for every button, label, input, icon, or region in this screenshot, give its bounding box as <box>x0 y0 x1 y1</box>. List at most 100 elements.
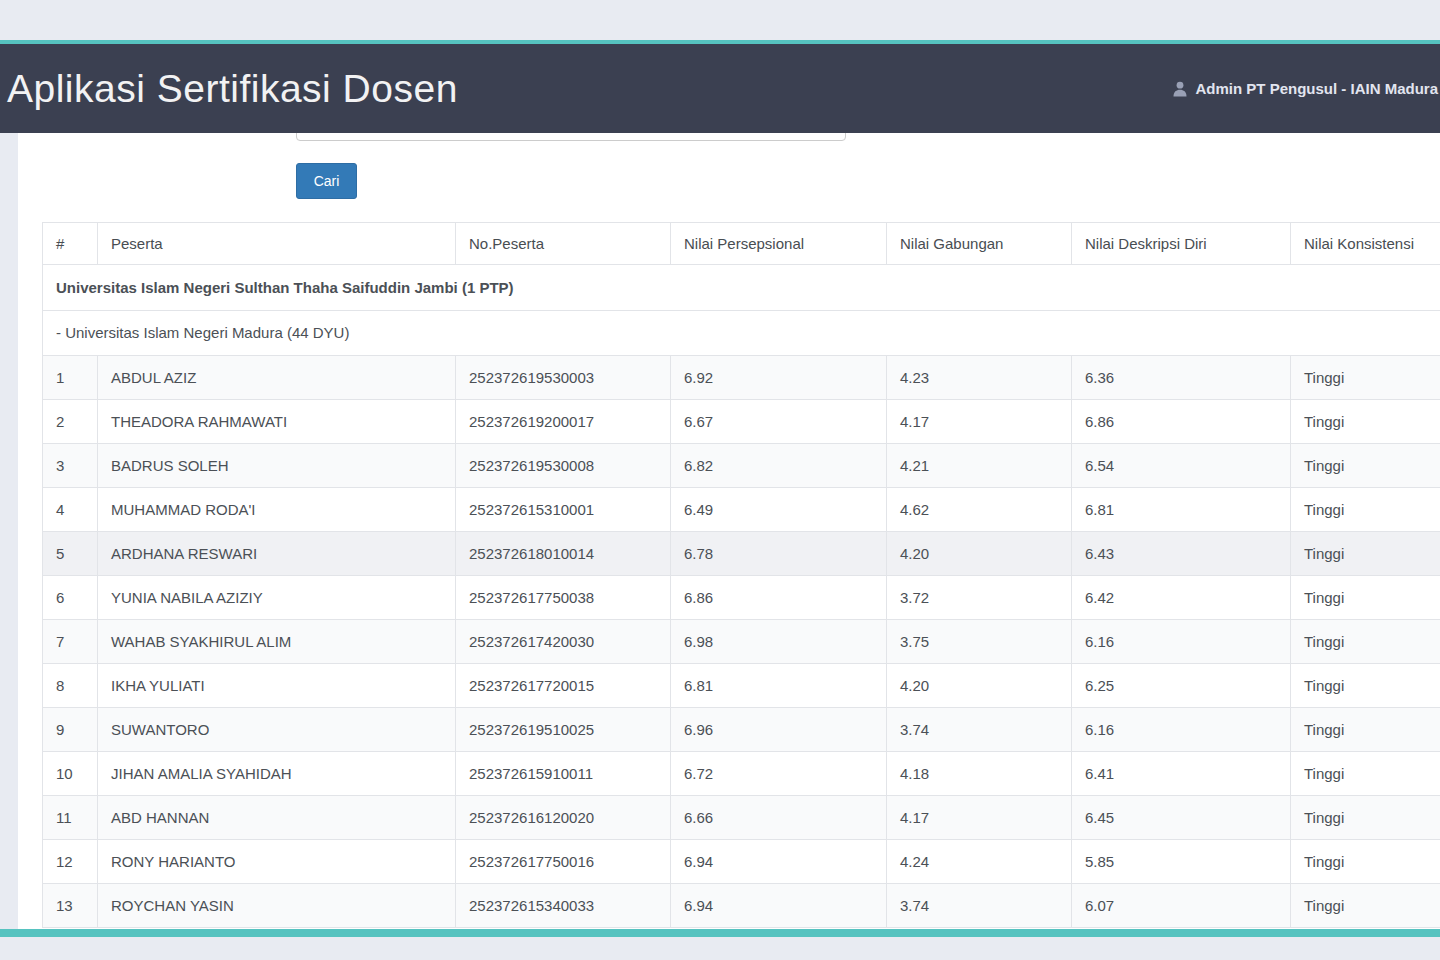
cell-nilai-deskripsi-diri: 6.54 <box>1072 444 1291 488</box>
cell-nilai-konsistensi: Tinggi <box>1291 576 1440 620</box>
cell-peserta: SUWANTORO <box>98 708 456 752</box>
cell-nilai-persepsional: 6.78 <box>671 532 887 576</box>
table-row: 2THEADORA RAHMAWATI2523726192000176.674.… <box>43 400 1440 444</box>
group-header-label: Universitas Islam Negeri Sulthan Thaha S… <box>43 265 1440 311</box>
cell-peserta: RONY HARIANTO <box>98 840 456 884</box>
group-header-row: Universitas Islam Negeri Sulthan Thaha S… <box>43 265 1440 311</box>
cell-nilai-deskripsi-diri: 6.81 <box>1072 488 1291 532</box>
user-menu[interactable]: Admin PT Pengusul - IAIN Madura <box>1173 80 1440 97</box>
cell-nilai-persepsional: 6.98 <box>671 620 887 664</box>
cari-button[interactable]: Cari <box>296 163 357 199</box>
cell-no-peserta: 252372617750016 <box>456 840 671 884</box>
cell-nilai-konsistensi: Tinggi <box>1291 356 1440 400</box>
cell-peserta: ARDHANA RESWARI <box>98 532 456 576</box>
cell-peserta: WAHAB SYAKHIRUL ALIM <box>98 620 456 664</box>
table-row: 5ARDHANA RESWARI2523726180100146.784.206… <box>43 532 1440 576</box>
subgroup-header-label: - Universitas Islam Negeri Madura (44 DY… <box>43 311 1440 356</box>
app-title: Aplikasi Sertifikasi Dosen <box>0 67 458 111</box>
column-header: No.Peserta <box>456 223 671 265</box>
table-row: 13ROYCHAN YASIN2523726153400336.943.746.… <box>43 884 1440 928</box>
cell-nilai-gabungan: 3.75 <box>887 620 1072 664</box>
cell-nilai-konsistensi: Tinggi <box>1291 664 1440 708</box>
column-header: # <box>43 223 98 265</box>
results-table: #PesertaNo.PesertaNilai PersepsionalNila… <box>42 222 1440 928</box>
cell-no: 1 <box>43 356 98 400</box>
cell-nilai-persepsional: 6.92 <box>671 356 887 400</box>
cell-nilai-gabungan: 4.24 <box>887 840 1072 884</box>
cell-nilai-persepsional: 6.67 <box>671 400 887 444</box>
cell-nilai-deskripsi-diri: 6.36 <box>1072 356 1291 400</box>
cell-no-peserta: 252372615910011 <box>456 752 671 796</box>
cell-nilai-gabungan: 4.17 <box>887 796 1072 840</box>
cell-peserta: MUHAMMAD RODA'I <box>98 488 456 532</box>
table-row: 6YUNIA NABILA AZIZIY2523726177500386.863… <box>43 576 1440 620</box>
table-row: 12RONY HARIANTO2523726177500166.944.245.… <box>43 840 1440 884</box>
column-header: Peserta <box>98 223 456 265</box>
column-header: Nilai Deskripsi Diri <box>1072 223 1291 265</box>
person-icon <box>1173 81 1187 97</box>
cell-no-peserta: 252372616120020 <box>456 796 671 840</box>
table-row: 9SUWANTORO2523726195100256.963.746.16Tin… <box>43 708 1440 752</box>
cell-nilai-konsistensi: Tinggi <box>1291 840 1440 884</box>
cell-no-peserta: 252372617420030 <box>456 620 671 664</box>
table-header-row: #PesertaNo.PesertaNilai PersepsionalNila… <box>43 223 1440 265</box>
cell-nilai-persepsional: 6.94 <box>671 884 887 928</box>
search-input[interactable] <box>296 133 846 141</box>
cell-no: 8 <box>43 664 98 708</box>
cell-nilai-gabungan: 4.62 <box>887 488 1072 532</box>
cell-peserta: ABDUL AZIZ <box>98 356 456 400</box>
cell-nilai-deskripsi-diri: 6.45 <box>1072 796 1291 840</box>
cell-nilai-persepsional: 6.72 <box>671 752 887 796</box>
cell-nilai-gabungan: 4.18 <box>887 752 1072 796</box>
cell-no-peserta: 252372618010014 <box>456 532 671 576</box>
subgroup-header-row: - Universitas Islam Negeri Madura (44 DY… <box>43 311 1440 356</box>
cell-nilai-gabungan: 4.23 <box>887 356 1072 400</box>
cell-no: 6 <box>43 576 98 620</box>
cell-nilai-gabungan: 3.74 <box>887 708 1072 752</box>
cell-no: 12 <box>43 840 98 884</box>
cell-no: 11 <box>43 796 98 840</box>
cell-no-peserta: 252372617750038 <box>456 576 671 620</box>
cell-nilai-deskripsi-diri: 6.16 <box>1072 708 1291 752</box>
content-card: Cari #PesertaNo.PesertaNilai Persepsiona… <box>18 133 1440 929</box>
cell-nilai-deskripsi-diri: 6.07 <box>1072 884 1291 928</box>
cell-peserta: JIHAN AMALIA SYAHIDAH <box>98 752 456 796</box>
cell-no: 10 <box>43 752 98 796</box>
cell-nilai-gabungan: 3.72 <box>887 576 1072 620</box>
cell-nilai-gabungan: 4.21 <box>887 444 1072 488</box>
cell-peserta: ROYCHAN YASIN <box>98 884 456 928</box>
cell-nilai-gabungan: 4.17 <box>887 400 1072 444</box>
cell-no-peserta: 252372615340033 <box>456 884 671 928</box>
cell-peserta: IKHA YULIATI <box>98 664 456 708</box>
cell-nilai-gabungan: 3.74 <box>887 884 1072 928</box>
table-row: 3BADRUS SOLEH2523726195300086.824.216.54… <box>43 444 1440 488</box>
cell-no: 4 <box>43 488 98 532</box>
cell-peserta: ABD HANNAN <box>98 796 456 840</box>
cell-nilai-persepsional: 6.96 <box>671 708 887 752</box>
cell-nilai-konsistensi: Tinggi <box>1291 884 1440 928</box>
cell-nilai-konsistensi: Tinggi <box>1291 620 1440 664</box>
cell-peserta: THEADORA RAHMAWATI <box>98 400 456 444</box>
table-row: 4MUHAMMAD RODA'I2523726153100016.494.626… <box>43 488 1440 532</box>
cell-nilai-persepsional: 6.86 <box>671 576 887 620</box>
cell-nilai-deskripsi-diri: 6.25 <box>1072 664 1291 708</box>
cell-nilai-deskripsi-diri: 6.43 <box>1072 532 1291 576</box>
cell-nilai-deskripsi-diri: 6.42 <box>1072 576 1291 620</box>
cell-nilai-konsistensi: Tinggi <box>1291 444 1440 488</box>
cell-no-peserta: 252372617720015 <box>456 664 671 708</box>
cell-nilai-deskripsi-diri: 6.86 <box>1072 400 1291 444</box>
cell-nilai-deskripsi-diri: 5.85 <box>1072 840 1291 884</box>
cell-no-peserta: 252372619530008 <box>456 444 671 488</box>
cell-nilai-persepsional: 6.66 <box>671 796 887 840</box>
cell-nilai-persepsional: 6.81 <box>671 664 887 708</box>
cell-no-peserta: 252372615310001 <box>456 488 671 532</box>
cell-nilai-gabungan: 4.20 <box>887 532 1072 576</box>
cell-nilai-konsistensi: Tinggi <box>1291 752 1440 796</box>
cell-nilai-konsistensi: Tinggi <box>1291 532 1440 576</box>
cell-nilai-konsistensi: Tinggi <box>1291 708 1440 752</box>
bottom-accent-bar <box>0 929 1440 937</box>
cell-no-peserta: 252372619510025 <box>456 708 671 752</box>
table-row: 11ABD HANNAN2523726161200206.664.176.45T… <box>43 796 1440 840</box>
cell-nilai-deskripsi-diri: 6.16 <box>1072 620 1291 664</box>
cell-nilai-gabungan: 4.20 <box>887 664 1072 708</box>
